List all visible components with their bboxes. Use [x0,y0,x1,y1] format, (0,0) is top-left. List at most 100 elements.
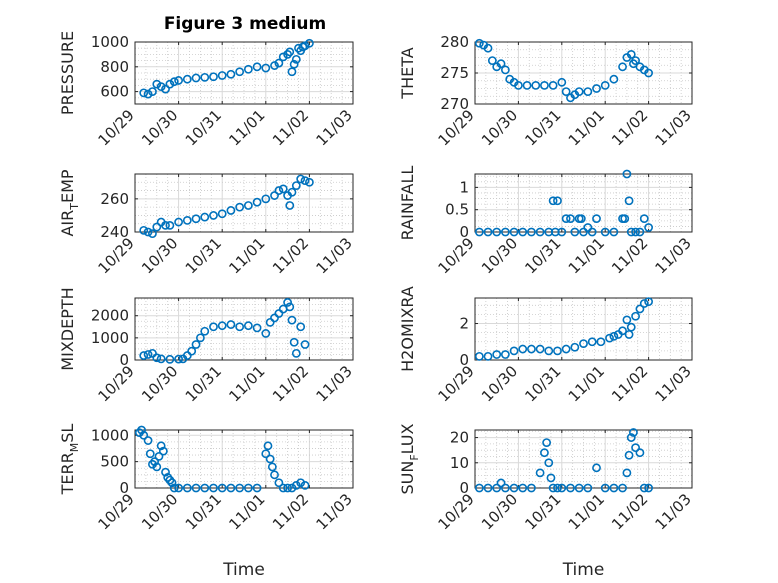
data-point [600,227,610,237]
x-tick-label: 11/02 [269,234,312,277]
data-point [492,227,502,237]
data-point [261,449,271,459]
data-point [235,202,245,212]
data-point [143,436,153,445]
data-point [209,72,218,82]
y-tick-label: 600 [100,83,129,101]
data-point [496,59,506,69]
data-point [535,344,545,354]
x-tick-label: 10/29 [95,362,138,405]
data-point [644,223,653,232]
data-point [261,63,271,73]
y-tick-label: 20 [450,429,469,447]
data-point [557,483,567,493]
data-point [261,194,271,204]
data-point [540,448,549,458]
x-tick-label: 10/29 [435,490,478,533]
data-point [165,79,175,89]
data-point [291,480,301,490]
data-point [553,196,562,206]
data-point [492,483,502,493]
data-point [265,454,275,464]
data-point [622,315,632,325]
data-point [620,214,630,224]
y-axis-label: THETA [398,47,417,99]
data-point [492,350,502,359]
data-point [191,483,201,493]
data-point [548,81,558,90]
data-point [631,227,640,237]
data-point [544,458,554,468]
data-point [243,201,253,210]
data-point [622,169,632,179]
data-point [161,467,170,477]
data-point [137,425,146,435]
y-tick-label: 10 [450,454,469,472]
x-tick-label: 11/01 [225,106,268,149]
data-point [278,184,288,194]
data-point [624,196,634,206]
y-tick-label: 1000 [91,426,129,444]
data-point [626,227,636,237]
data-point [483,351,493,361]
data-point [639,214,649,224]
data-point [500,483,510,493]
data-point [161,220,170,230]
data-point [474,483,484,493]
data-point [143,89,153,99]
data-point [566,483,575,493]
data-point [574,483,584,493]
data-point [583,87,593,96]
y-axis-label-base: AIR [58,210,77,237]
data-point [174,483,183,493]
subplot-grid: 10/29 10/30 10/31 11/01 11/02 11/036008001000… [58,31,695,580]
data-point [285,302,295,312]
y-axis-label: RAINFALL [398,166,417,241]
y-axis-label-subscript: M [68,443,81,453]
data-point [148,229,157,239]
data-point [263,441,273,451]
x-tick-label: 11/03 [652,362,695,405]
data-point [609,483,619,493]
data-point [165,354,175,364]
y-axis-label-base: SUN [398,461,417,495]
x-tick-label: 11/02 [608,362,651,405]
subplot-4: 10/29 10/30 10/31 11/01 11/02 11/03 0 0.5 1 RAINF… [398,166,695,278]
x-tick-label: 10/30 [478,362,521,405]
x-tick-label: 10/30 [478,490,521,533]
x-tick-label: 10/30 [138,490,181,533]
x-tick-label: 11/02 [269,490,312,533]
data-point [557,77,567,87]
axes-frame [474,173,693,233]
subplot-1: 10/29 10/30 10/31 11/01 11/02 11/03 600 800 1000… [58,31,356,149]
data-point [235,322,245,332]
x-axis-label: Time [562,560,605,580]
subplot-8: 10/29 10/30 10/31 11/01 11/02 11/03 0 10 20 SUNFL… [398,423,695,580]
x-tick-label: 10/31 [521,106,564,149]
data-point [579,339,588,348]
x-tick-label: 10/30 [138,362,181,405]
y-tick-label: 0 [119,351,129,369]
y-axis-label: SUNFLUX [398,423,421,494]
data-point [235,483,245,493]
data-point [483,483,493,493]
data-point [169,77,179,87]
data-point [579,227,588,237]
data-point [605,333,614,343]
data-point [274,478,284,488]
data-point [274,186,284,195]
y-tick-label: 0 [459,351,469,369]
data-point [274,58,284,68]
data-point [283,298,292,307]
y-axis-label-subscript: T [68,203,81,211]
data-point [600,483,610,493]
data-point [243,64,253,74]
x-tick-label: 10/30 [478,234,521,277]
y-axis-label: MIXDEPTH [58,287,77,370]
x-tick-label: 11/01 [565,106,608,149]
data-point [522,81,532,90]
data-point [261,329,271,338]
data-point [148,348,157,358]
x-tick-label: 11/03 [313,106,356,149]
data-point [304,177,314,187]
